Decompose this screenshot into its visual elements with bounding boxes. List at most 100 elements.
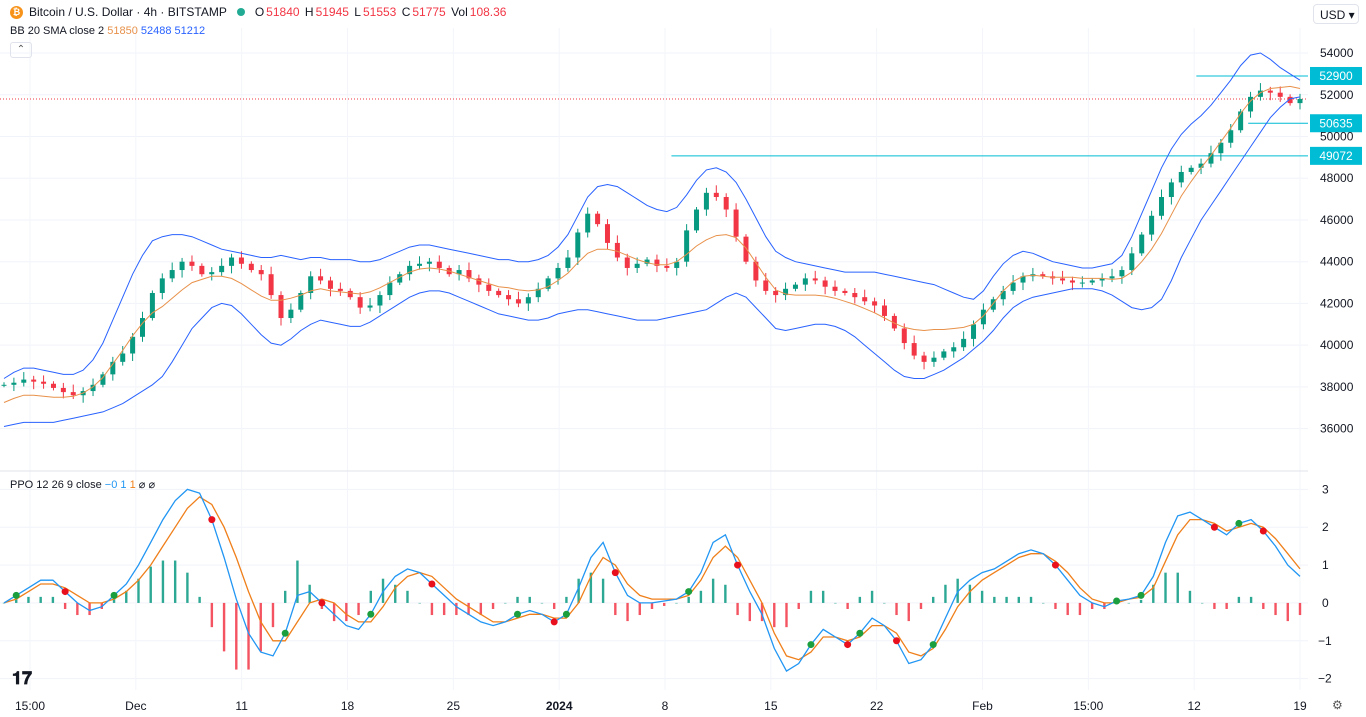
candle[interactable]	[41, 381, 47, 384]
candle[interactable]	[792, 284, 798, 289]
candle[interactable]	[397, 274, 403, 283]
candle[interactable]	[1257, 90, 1263, 97]
candle[interactable]	[318, 276, 324, 281]
candle[interactable]	[130, 336, 136, 354]
candle[interactable]	[990, 299, 996, 310]
candle[interactable]	[60, 387, 66, 393]
candle[interactable]	[169, 270, 175, 279]
candle[interactable]	[209, 272, 215, 275]
candle[interactable]	[545, 278, 551, 289]
candle[interactable]	[733, 209, 739, 237]
candle[interactable]	[506, 295, 512, 300]
candle[interactable]	[694, 209, 700, 231]
candle[interactable]	[1109, 276, 1115, 279]
candle[interactable]	[614, 242, 620, 258]
candle[interactable]	[1139, 234, 1145, 254]
candle[interactable]	[21, 379, 27, 383]
candle[interactable]	[753, 261, 759, 281]
currency-selector[interactable]: USD ▾	[1313, 4, 1359, 24]
candle[interactable]	[703, 192, 709, 210]
candle[interactable]	[11, 382, 17, 385]
candle[interactable]	[921, 355, 927, 362]
candle[interactable]	[1129, 253, 1135, 271]
candle[interactable]	[535, 288, 541, 298]
candle[interactable]	[308, 276, 314, 293]
candle[interactable]	[1040, 274, 1046, 277]
candle[interactable]	[1010, 282, 1016, 291]
candle[interactable]	[1238, 111, 1244, 131]
candle[interactable]	[654, 259, 660, 266]
candle[interactable]	[387, 282, 393, 296]
candle[interactable]	[278, 295, 284, 319]
candle[interactable]	[1218, 142, 1224, 154]
candle[interactable]	[634, 263, 640, 268]
candle[interactable]	[713, 192, 719, 198]
candle[interactable]	[466, 270, 472, 279]
candle[interactable]	[763, 280, 769, 291]
candle[interactable]	[1000, 290, 1006, 300]
candle[interactable]	[1158, 197, 1164, 216]
candle[interactable]	[971, 324, 977, 339]
collapse-legend-button[interactable]: ⌃	[10, 42, 32, 58]
candle[interactable]	[624, 257, 630, 268]
candle[interactable]	[604, 224, 610, 243]
candle[interactable]	[337, 288, 343, 291]
candle[interactable]	[901, 328, 907, 344]
candle[interactable]	[1277, 92, 1283, 97]
candle[interactable]	[248, 263, 254, 271]
candle[interactable]	[140, 318, 146, 337]
candle[interactable]	[664, 265, 670, 268]
candle[interactable]	[723, 197, 729, 210]
candle[interactable]	[852, 292, 858, 298]
candle[interactable]	[100, 374, 106, 385]
candle[interactable]	[644, 259, 650, 264]
candle[interactable]	[90, 384, 96, 392]
candle[interactable]	[575, 232, 581, 258]
candle[interactable]	[70, 392, 76, 396]
candle[interactable]	[842, 290, 848, 293]
candle[interactable]	[812, 278, 818, 281]
candle[interactable]	[802, 278, 808, 285]
candle[interactable]	[1149, 215, 1155, 235]
candle[interactable]	[773, 290, 779, 296]
candle[interactable]	[1267, 90, 1273, 93]
candle[interactable]	[1079, 282, 1085, 284]
candle[interactable]	[595, 213, 601, 225]
candle[interactable]	[881, 305, 887, 316]
candle[interactable]	[1069, 280, 1075, 283]
candle[interactable]	[684, 230, 690, 262]
candle[interactable]	[1228, 130, 1234, 143]
candle[interactable]	[1119, 270, 1125, 277]
candle[interactable]	[288, 309, 294, 319]
candle[interactable]	[743, 236, 749, 262]
candle[interactable]	[674, 261, 680, 268]
candle[interactable]	[555, 267, 561, 279]
candle[interactable]	[525, 297, 531, 304]
ppo-legend[interactable]: PPO 12 26 9 close −0 1 1 ⌀ ⌀	[10, 479, 156, 491]
candle[interactable]	[951, 347, 957, 352]
candle[interactable]	[862, 297, 868, 302]
candle[interactable]	[476, 278, 482, 285]
candle[interactable]	[426, 261, 432, 264]
candle[interactable]	[50, 383, 56, 388]
candle[interactable]	[1, 384, 7, 386]
candle[interactable]	[219, 265, 225, 273]
candle[interactable]	[417, 263, 423, 266]
candle[interactable]	[436, 261, 442, 268]
candle[interactable]	[377, 295, 383, 306]
candle[interactable]	[515, 299, 521, 304]
candle[interactable]	[931, 357, 937, 362]
candle[interactable]	[179, 261, 185, 271]
candle[interactable]	[911, 343, 917, 356]
candle[interactable]	[298, 292, 304, 310]
candle[interactable]	[149, 292, 155, 319]
candle[interactable]	[1287, 96, 1293, 104]
candle[interactable]	[1208, 153, 1214, 164]
symbol-title[interactable]: Bitcoin / U.S. Dollar · 4h · BITSTAMP	[29, 5, 227, 19]
tradingview-logo-icon[interactable]: 𝟏𝟕	[12, 668, 33, 688]
candle[interactable]	[110, 361, 116, 375]
bb-legend[interactable]: BB 20 SMA close 2 51850 52488 51212	[10, 25, 206, 37]
candle[interactable]	[31, 379, 37, 382]
candle[interactable]	[268, 274, 274, 296]
candle[interactable]	[1297, 98, 1303, 104]
